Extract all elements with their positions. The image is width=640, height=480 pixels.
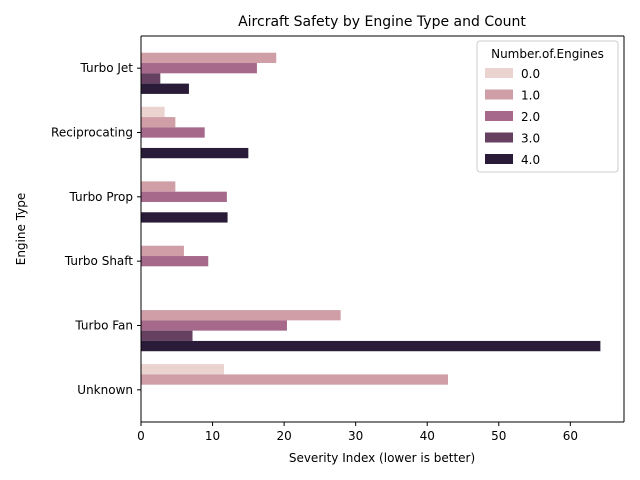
bar: [141, 73, 161, 84]
legend-swatch: [485, 132, 513, 143]
x-tick-label: 20: [276, 429, 291, 443]
bar: [141, 364, 225, 375]
legend-label: 2.0: [521, 110, 540, 124]
bar: [141, 147, 249, 159]
legend-title: Number.of.Engines: [491, 47, 604, 61]
bar: [141, 127, 205, 138]
y-tick-label: Turbo Fan: [74, 319, 133, 333]
x-tick-label: 50: [491, 429, 506, 443]
legend-label: 3.0: [521, 132, 540, 146]
y-tick-label: Turbo Shaft: [64, 254, 133, 268]
bar: [141, 106, 165, 118]
bar: [141, 374, 448, 385]
x-axis-label: Severity Index (lower is better): [289, 451, 475, 465]
y-tick-label: Unknown: [77, 383, 133, 397]
legend-label: 0.0: [521, 67, 540, 81]
legend: Number.of.Engines 0.0 1.0 2.0 3.0 4.0: [476, 40, 619, 173]
bar: [141, 340, 601, 352]
bar: [141, 310, 341, 321]
bar: [141, 117, 176, 128]
bar: [141, 52, 277, 64]
x-tick-label: 10: [205, 429, 220, 443]
bar: [141, 245, 184, 257]
bar: [141, 320, 287, 331]
y-axis-label: Engine Type: [14, 193, 28, 266]
y-tick-label: Turbo Prop: [69, 190, 133, 204]
bar: [141, 330, 193, 341]
bar: [141, 256, 209, 267]
legend-swatch: [485, 154, 513, 164]
bar: [141, 181, 176, 192]
x-tick-label: 30: [348, 429, 363, 443]
legend-swatch: [485, 111, 513, 121]
chart-title: Aircraft Safety by Engine Type and Count: [238, 14, 526, 30]
legend-swatch: [485, 68, 513, 78]
bar: [141, 83, 189, 94]
bar: [141, 212, 228, 223]
legend-swatch: [485, 89, 513, 100]
axes: 0 10 20 30 40 50 60 Turbo Jet Reciprocating Turbo…: [51, 35, 625, 443]
bar: [141, 191, 227, 202]
y-tick-label: Reciprocating: [51, 126, 133, 140]
bar: [141, 63, 257, 74]
x-tick-label: 60: [563, 429, 578, 443]
bars-layer: [141, 52, 601, 385]
y-tick-label: Turbo Jet: [80, 61, 134, 75]
x-tick-label: 0: [137, 429, 145, 443]
legend-label: 1.0: [521, 89, 540, 103]
legend-label: 4.0: [521, 153, 540, 167]
x-tick-label: 40: [420, 429, 435, 443]
